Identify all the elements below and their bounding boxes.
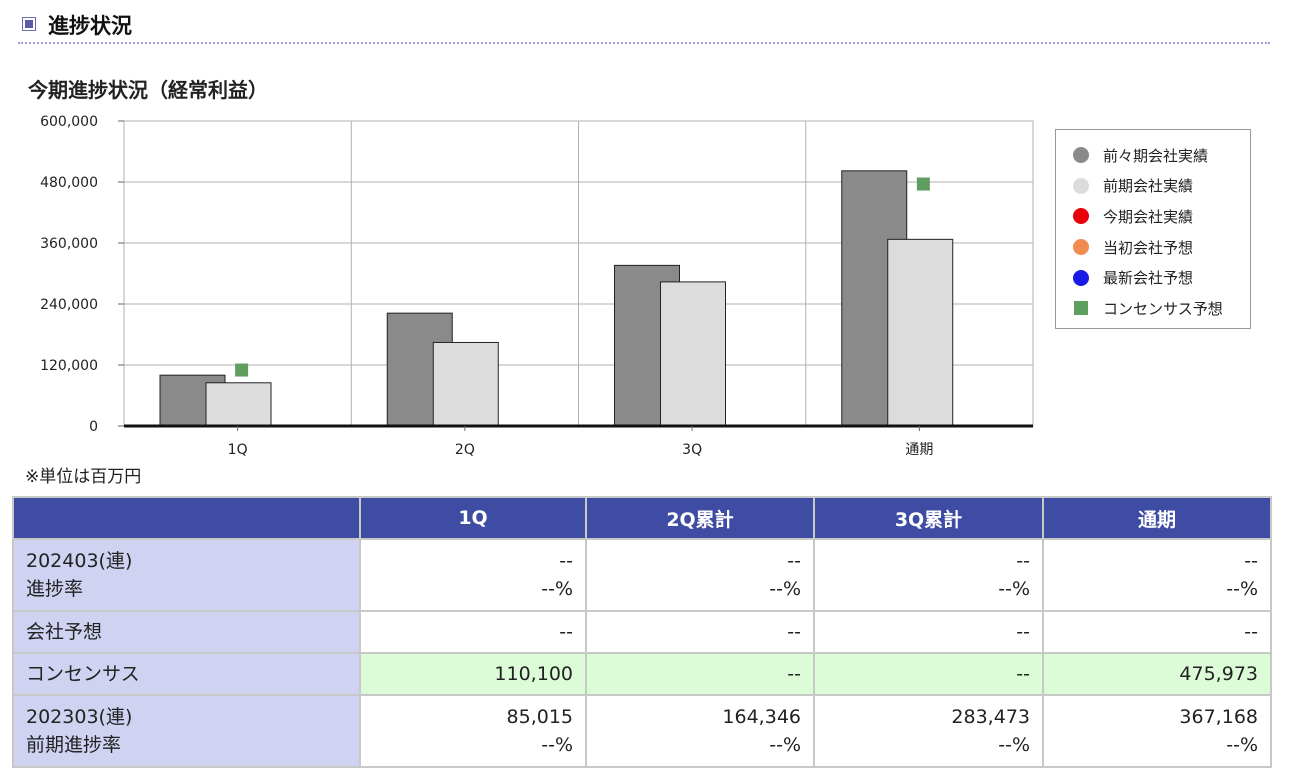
table-cell: 475,973 bbox=[1042, 652, 1272, 696]
legend-marker-icon bbox=[1073, 177, 1089, 194]
legend-item: 当初会社予想 bbox=[1056, 232, 1250, 263]
x-tick-label: 2Q bbox=[455, 442, 475, 458]
x-tick-label: 通期 bbox=[905, 442, 933, 458]
row-header: 会社予想 bbox=[12, 610, 361, 654]
table-cell: -- --% bbox=[1042, 538, 1272, 612]
y-tick-label: 0 bbox=[89, 419, 98, 435]
marker-consensus-通期 bbox=[916, 177, 930, 191]
table-cell: -- bbox=[359, 610, 587, 654]
bar-prior-2Q bbox=[432, 341, 499, 427]
square-bullet-icon bbox=[22, 17, 36, 31]
table-row: コンセンサス 110,100 -- -- 475,973 bbox=[12, 652, 1272, 696]
legend-item: コンセンサス予想 bbox=[1056, 293, 1250, 324]
bar-prior-3Q bbox=[660, 281, 726, 427]
table-cell: 164,346 --% bbox=[585, 694, 815, 768]
table-row: 202303(連) 前期進捗率 85,015 --% 164,346 --% 283,473… bbox=[12, 694, 1272, 768]
row-header: 202403(連) 進捗率 bbox=[12, 538, 361, 612]
legend-marker-icon bbox=[1073, 208, 1089, 225]
table-cell: -- bbox=[585, 610, 815, 654]
table-cell: 110,100 bbox=[359, 652, 587, 696]
legend-item: 前期会社実績 bbox=[1056, 171, 1250, 202]
legend-item: 今期会社実績 bbox=[1056, 201, 1250, 232]
table-cell: -- --% bbox=[359, 538, 587, 612]
table-cell: -- --% bbox=[813, 538, 1044, 612]
section-header: 進捗状況 bbox=[18, 8, 1270, 44]
table-cell: 367,168 --% bbox=[1042, 694, 1272, 768]
x-tick-label: 3Q bbox=[682, 442, 702, 458]
table-cell: 283,473 --% bbox=[813, 694, 1044, 768]
table-row: 202403(連) 進捗率 -- --% -- --% -- --% -- --% bbox=[12, 538, 1272, 612]
section-title: 進捗状況 bbox=[48, 14, 132, 38]
unit-note: ※単位は百万円 bbox=[25, 467, 142, 487]
legend-marker-icon bbox=[1073, 269, 1089, 286]
legend-marker-icon bbox=[1074, 301, 1088, 316]
legend-item: 前々期会社実績 bbox=[1056, 140, 1250, 171]
y-tick-label: 240,000 bbox=[40, 297, 98, 313]
legend-label: 最新会社予想 bbox=[1103, 269, 1194, 288]
legend-marker-icon bbox=[1073, 147, 1089, 164]
legend-label: 前期会社実績 bbox=[1103, 177, 1194, 196]
legend-marker-icon bbox=[1073, 239, 1089, 256]
column-header: 通期 bbox=[1042, 496, 1272, 540]
table-row: 会社予想 -- -- -- -- bbox=[12, 610, 1272, 654]
column-header: 2Q累計 bbox=[585, 496, 815, 540]
legend-label: 前々期会社実績 bbox=[1103, 146, 1209, 165]
progress-chart: 0 120,000 240,000 360,000 480,000 600,000 1Q 2Q… bbox=[40, 114, 1034, 458]
table-corner bbox=[12, 496, 361, 540]
table-cell: -- bbox=[585, 652, 815, 696]
y-tick-label: 600,000 bbox=[40, 114, 98, 130]
bar-prior-1Q bbox=[205, 382, 272, 427]
y-tick-label: 480,000 bbox=[40, 175, 98, 191]
progress-table: 1Q 2Q累計 3Q累計 通期 202403(連) 進捗率 -- --% -- --% -- --%… bbox=[12, 496, 1272, 768]
y-tick-label: 360,000 bbox=[40, 236, 98, 252]
row-header: コンセンサス bbox=[12, 652, 361, 696]
bar-prior-通期 bbox=[887, 238, 954, 427]
table-cell: -- bbox=[813, 652, 1044, 696]
column-header: 1Q bbox=[359, 496, 587, 540]
column-header: 3Q累計 bbox=[813, 496, 1044, 540]
table-cell: -- --% bbox=[585, 538, 815, 612]
x-tick-label: 1Q bbox=[228, 442, 248, 458]
legend-label: 今期会社実績 bbox=[1103, 207, 1194, 226]
y-tick-label: 120,000 bbox=[40, 358, 98, 374]
row-header: 202303(連) 前期進捗率 bbox=[12, 694, 361, 768]
marker-consensus-1Q bbox=[235, 363, 249, 377]
chart-title: 今期進捗状況（経常利益） bbox=[28, 78, 268, 102]
table-cell: -- bbox=[813, 610, 1044, 654]
table-cell: -- bbox=[1042, 610, 1272, 654]
chart-legend: 前々期会社実績 前期会社実績 今期会社実績 当初会社予想 最新会社予想コンセンサス予想 bbox=[1055, 129, 1251, 329]
legend-item: 最新会社予想 bbox=[1056, 262, 1250, 293]
legend-label: コンセンサス予想 bbox=[1103, 299, 1223, 318]
table-cell: 85,015 --% bbox=[359, 694, 587, 768]
legend-label: 当初会社予想 bbox=[1103, 238, 1194, 257]
